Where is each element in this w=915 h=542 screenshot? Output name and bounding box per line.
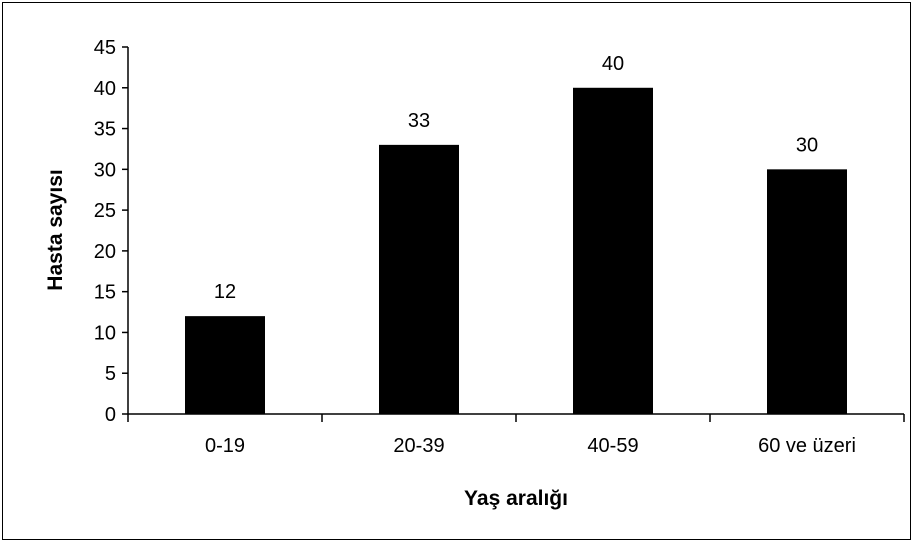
y-tick-label: 15 [94,282,116,304]
data-label-3: 40 [602,53,624,75]
data-label-2: 33 [408,110,430,132]
y-tick-label: 25 [94,200,116,222]
x-tick-label: 0-19 [205,435,245,457]
y-tick-label: 40 [94,78,116,100]
y-axis: 0 5 10 15 20 25 30 35 40 45 [94,37,129,426]
y-tick-label: 20 [94,241,116,263]
bar-4 [767,169,847,414]
bar-3 [573,87,653,415]
y-tick-label: 30 [94,159,116,181]
x-tick-label: 60 ve üzeri [758,435,856,457]
y-tick-label: 45 [94,37,116,59]
x-tick-label: 40-59 [587,435,638,457]
bars [185,87,847,415]
bar-2 [379,144,459,414]
y-axis-title: Hasta sayısı [44,169,67,290]
x-axis: 0-19 20-39 40-59 60 ve üzeri [127,413,905,457]
x-axis-title: Yaş aralığı [464,487,568,510]
y-tick-label: 5 [105,363,116,385]
data-label-1: 12 [214,281,236,303]
bar-1 [185,316,265,414]
y-tick-label: 10 [94,322,116,344]
data-labels: 12 33 40 30 [214,53,818,303]
x-tick-label: 20-39 [393,435,444,457]
data-label-4: 30 [796,134,818,156]
y-tick-label: 0 [105,404,116,426]
y-tick-label: 35 [94,119,116,141]
